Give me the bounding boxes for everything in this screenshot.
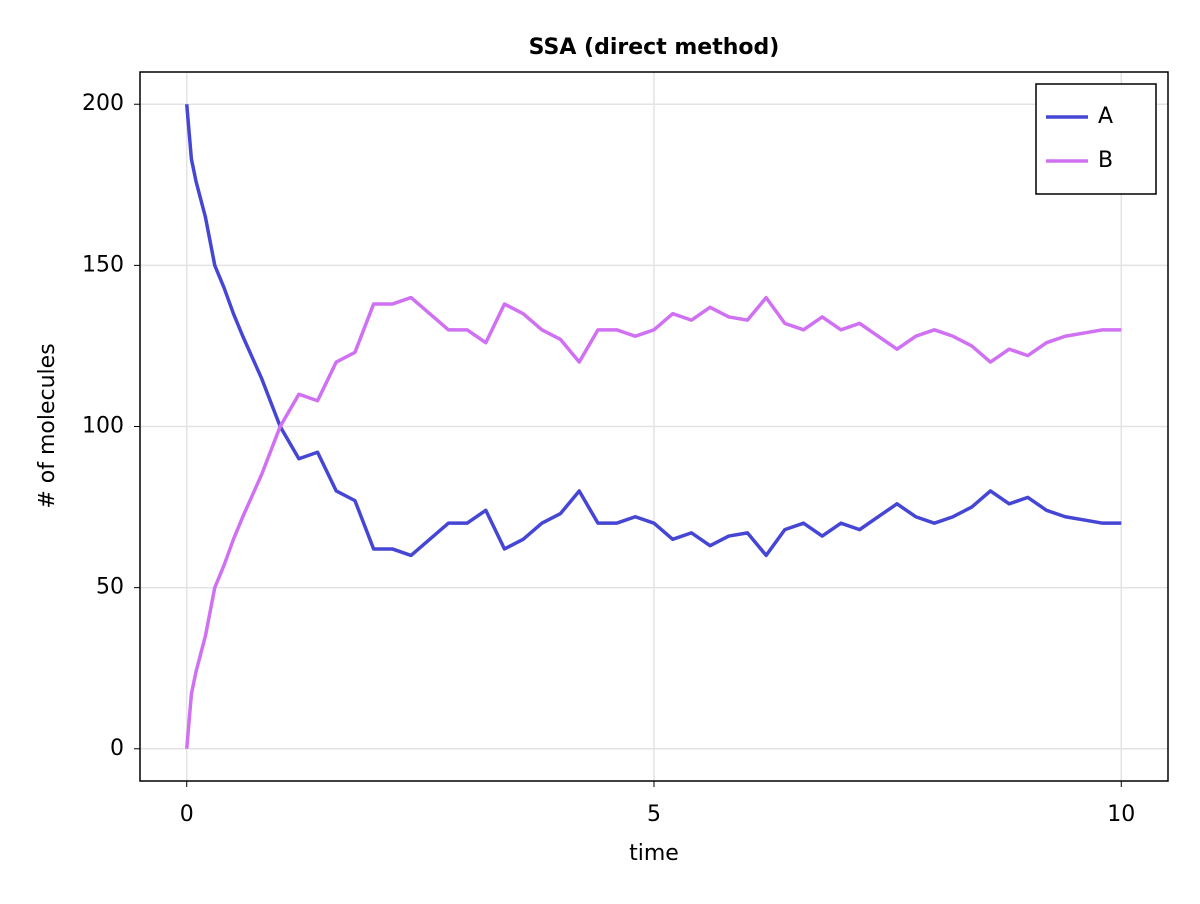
legend-label: B: [1098, 148, 1113, 173]
plot-frame: [139, 71, 1169, 782]
y-tick-label: 150: [82, 252, 124, 277]
y-tick-label: 50: [96, 575, 124, 600]
y-tick-label: 200: [82, 91, 124, 116]
y-tick-label: 100: [82, 414, 124, 439]
x-tick-label: 10: [1107, 802, 1135, 827]
legend-box: [1035, 83, 1157, 195]
x-tick-label: 5: [647, 802, 661, 827]
y-axis-label: # of molecules: [35, 343, 60, 508]
line-series: [184, 295, 1122, 749]
x-tick-label: 0: [180, 802, 194, 827]
chart-title: SSA (direct method): [529, 35, 780, 60]
x-axis-label: time: [629, 841, 679, 866]
y-tick-label: 0: [110, 736, 124, 761]
legend-label: A: [1098, 104, 1113, 129]
